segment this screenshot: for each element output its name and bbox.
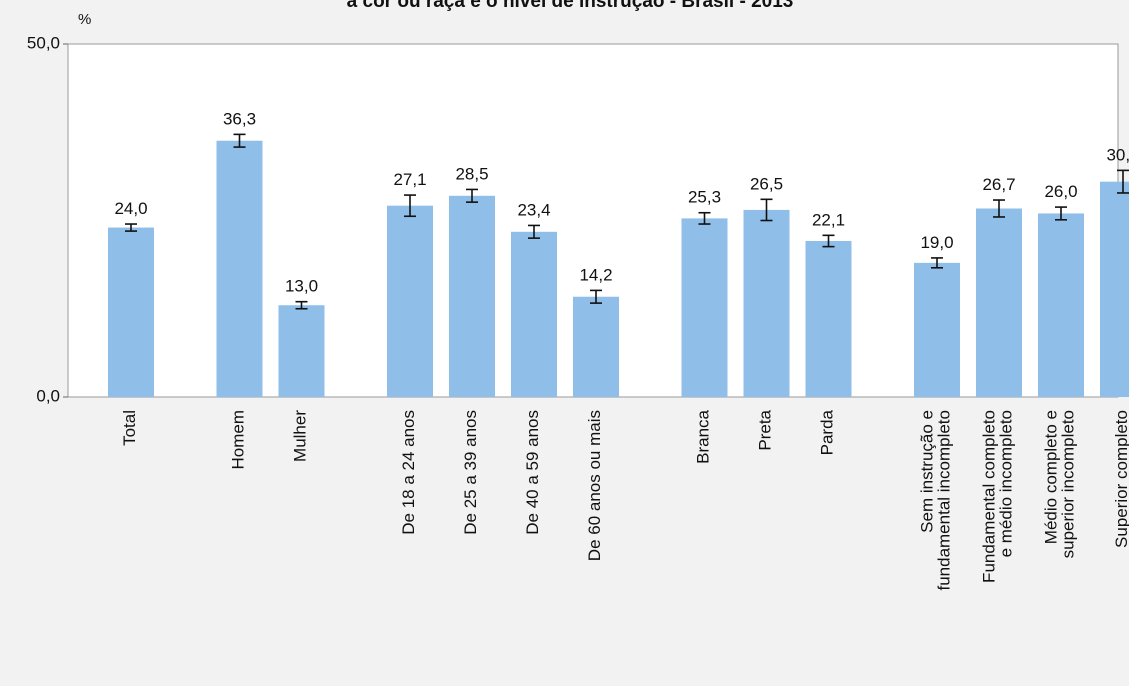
bar bbox=[743, 209, 790, 397]
bar bbox=[976, 208, 1022, 397]
y-tick-label: 0,0 bbox=[36, 386, 60, 405]
chart-title: a cor ou raça e o nível de instrução - B… bbox=[347, 0, 794, 12]
x-tick-label: Médio completo esuperior incompleto bbox=[1042, 410, 1078, 558]
bar bbox=[1038, 213, 1084, 397]
error-bar bbox=[466, 188, 478, 203]
x-tick-label: De 40 a 59 anos bbox=[523, 410, 542, 535]
x-tick-label: Fundamental completoe médio incompleto bbox=[980, 410, 1016, 583]
error-bar bbox=[1055, 206, 1067, 221]
value-label: 26,0 bbox=[1044, 182, 1077, 201]
error-bar bbox=[590, 289, 602, 304]
x-tick-label: Mulher bbox=[291, 410, 310, 462]
y-unit: % bbox=[78, 11, 91, 28]
x-tick-label: Superior completo bbox=[1112, 410, 1129, 548]
value-label: 26,7 bbox=[982, 175, 1015, 194]
value-label: 13,0 bbox=[285, 277, 318, 296]
error-bar bbox=[1117, 169, 1129, 194]
bar bbox=[1100, 181, 1129, 397]
bar bbox=[573, 296, 619, 397]
x-tick-label: Sem instrução efundamental incompleto bbox=[918, 410, 954, 591]
bar bbox=[387, 205, 433, 397]
bar bbox=[681, 218, 728, 397]
x-tick-label: Homem bbox=[229, 410, 248, 470]
error-bar bbox=[822, 234, 835, 248]
value-label: 26,5 bbox=[750, 174, 783, 193]
error-bar bbox=[295, 300, 308, 310]
error-bar bbox=[125, 223, 137, 232]
error-bar bbox=[993, 199, 1005, 218]
bar bbox=[805, 240, 852, 397]
value-label: 25,3 bbox=[688, 188, 721, 207]
value-label: 14,2 bbox=[579, 265, 612, 284]
bar bbox=[216, 140, 263, 398]
value-label: 28,5 bbox=[455, 164, 488, 183]
error-bar bbox=[931, 257, 943, 269]
x-tick-label: Preta bbox=[756, 409, 775, 450]
x-tick-label: Parda bbox=[818, 409, 837, 455]
bar bbox=[278, 305, 325, 397]
error-bar bbox=[233, 133, 246, 148]
value-label: 19,0 bbox=[920, 233, 953, 252]
bar bbox=[108, 227, 154, 397]
y-tick-label: 50,0 bbox=[27, 33, 60, 52]
x-tick-label: Total bbox=[120, 410, 139, 446]
bar bbox=[914, 262, 960, 397]
x-tick-label: De 18 a 24 anos bbox=[399, 410, 418, 535]
x-tick-label: De 25 a 39 anos bbox=[461, 410, 480, 535]
x-tick-label: Branca bbox=[694, 409, 713, 463]
value-label: 23,4 bbox=[517, 200, 550, 219]
bar bbox=[511, 231, 557, 397]
value-label: 30,5 bbox=[1106, 145, 1129, 164]
error-bar bbox=[528, 224, 540, 239]
value-label: 24,0 bbox=[114, 199, 147, 218]
error-bar bbox=[698, 211, 711, 225]
value-label: 27,1 bbox=[393, 170, 426, 189]
x-tick-label: De 60 anos ou mais bbox=[585, 410, 604, 561]
error-bar bbox=[404, 194, 416, 218]
value-label: 22,1 bbox=[812, 210, 845, 229]
bar bbox=[449, 195, 495, 397]
value-label: 36,3 bbox=[223, 109, 256, 128]
error-bar bbox=[760, 198, 773, 222]
